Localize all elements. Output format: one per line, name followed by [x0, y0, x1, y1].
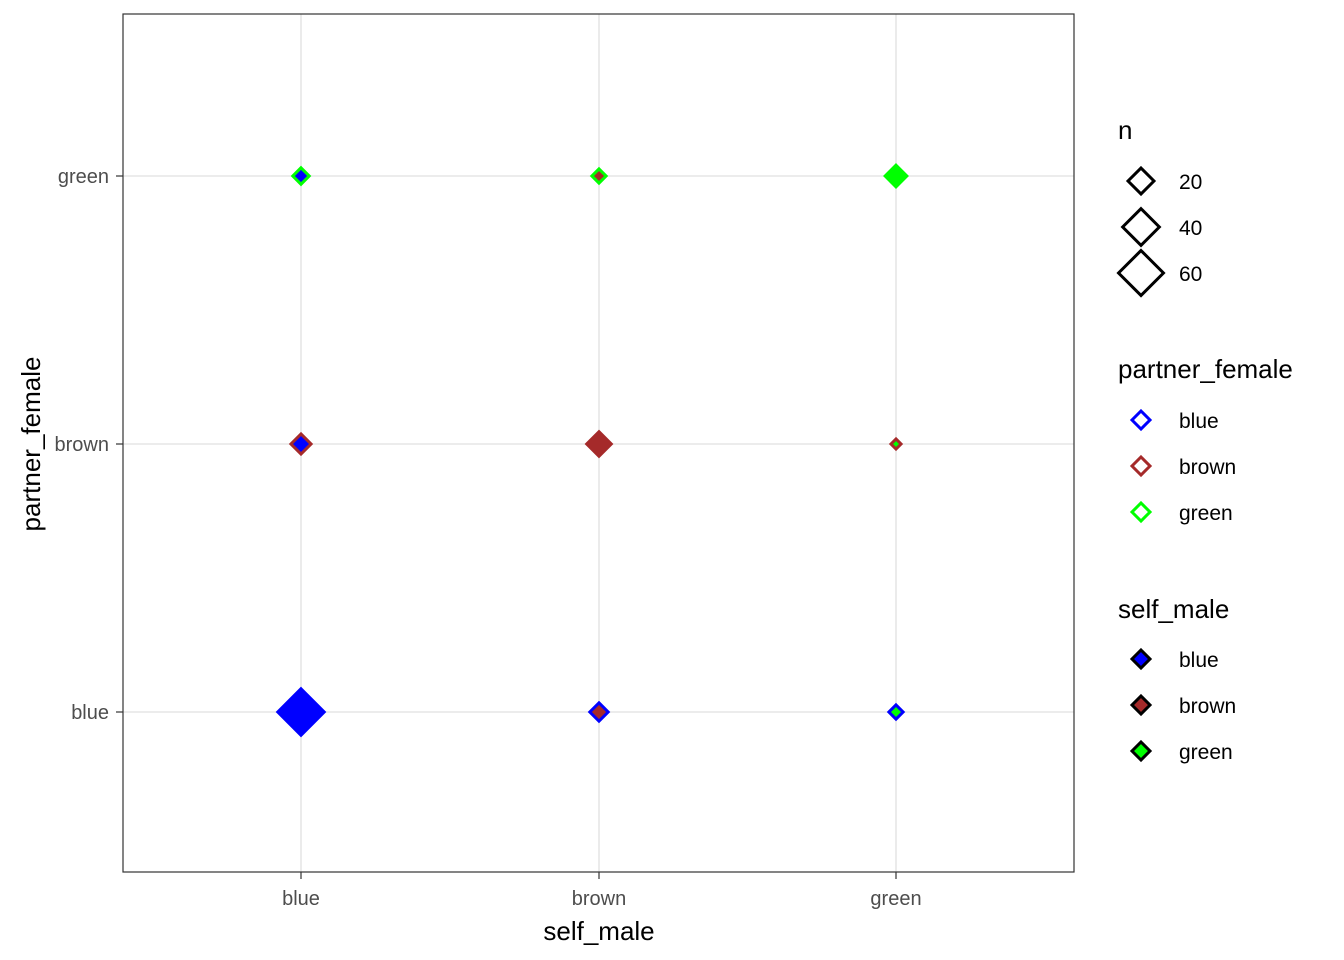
legend-color-label-blue: blue [1179, 410, 1219, 433]
legend-size-key-40 [1120, 206, 1162, 248]
points-layer [275, 163, 909, 738]
legend-fill-key-green [1129, 739, 1153, 763]
legend-color-label-green: green [1179, 502, 1233, 525]
legend-color-key-brown [1129, 454, 1153, 478]
y-tick-label-green: green [58, 166, 109, 188]
y-tick-label-brown: brown [55, 434, 109, 456]
legend-fill-key-brown [1129, 693, 1153, 717]
legend-color-key-blue [1129, 408, 1153, 432]
point-blue-blue [275, 686, 327, 738]
legend-size-label-20: 20 [1179, 171, 1202, 194]
legend-size-title: n [1118, 115, 1132, 145]
legend-color-title: partner_female [1118, 354, 1293, 384]
legend-size-key-60 [1116, 248, 1166, 298]
legend-fill-label-blue: blue [1179, 649, 1219, 672]
x-tick-label-green: green [870, 888, 921, 910]
legend-size-label-40: 40 [1179, 217, 1202, 240]
legend-color-label-brown: brown [1179, 456, 1236, 479]
point-green-brown [888, 436, 904, 452]
x-tick-label-brown: brown [572, 888, 626, 910]
x-tick-label-blue: blue [282, 888, 320, 910]
legend-fill-label-green: green [1179, 741, 1233, 764]
legend-fill-title: self_male [1118, 594, 1229, 624]
point-brown-blue [587, 700, 611, 724]
legend-fill-key-blue [1129, 647, 1153, 671]
axes-layer: blue brown green blue brown green [55, 166, 922, 910]
legend-fill-label-brown: brown [1179, 695, 1236, 718]
point-brown-brown [584, 429, 614, 459]
point-brown-green [589, 166, 609, 186]
legend-color-key-green [1129, 500, 1153, 524]
x-axis-title: self_male [543, 916, 654, 946]
point-blue-brown [288, 431, 314, 457]
y-tick-label-blue: blue [71, 702, 109, 724]
legend-size-key-20 [1125, 165, 1157, 197]
point-blue-green [290, 165, 312, 187]
legend-size-label-60: 60 [1179, 263, 1202, 286]
y-axis-title: partner_female [16, 357, 46, 532]
point-green-blue [886, 702, 906, 722]
point-green-green [883, 163, 909, 189]
